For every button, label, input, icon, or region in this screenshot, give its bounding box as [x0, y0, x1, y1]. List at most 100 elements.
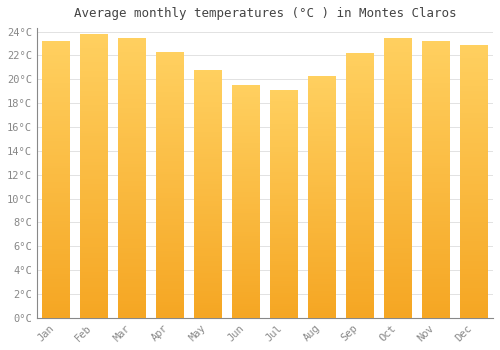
Bar	[194, 293, 222, 295]
Bar	[422, 265, 450, 268]
Bar	[270, 92, 298, 95]
Bar	[308, 76, 336, 78]
Bar	[80, 193, 108, 196]
Bar	[308, 88, 336, 90]
Bar	[422, 213, 450, 216]
Bar	[156, 55, 184, 57]
Bar	[270, 206, 298, 209]
Bar	[118, 141, 146, 144]
Bar	[270, 231, 298, 233]
Bar	[384, 295, 412, 298]
Bar	[232, 225, 260, 227]
Bar	[232, 102, 260, 104]
Bar	[346, 53, 374, 56]
Bar	[118, 301, 146, 304]
Bar	[422, 293, 450, 296]
Bar	[194, 139, 222, 142]
Bar	[422, 121, 450, 124]
Bar	[42, 85, 70, 88]
Bar	[460, 78, 488, 80]
Bar	[308, 95, 336, 98]
Bar	[156, 129, 184, 132]
Bar	[156, 278, 184, 281]
Bar	[308, 202, 336, 204]
Bar	[270, 233, 298, 236]
Bar	[384, 265, 412, 267]
Bar	[118, 237, 146, 239]
Bar	[194, 315, 222, 318]
Bar	[118, 195, 146, 197]
Bar	[156, 97, 184, 100]
Bar	[118, 214, 146, 217]
Bar	[42, 240, 70, 243]
Bar	[42, 97, 70, 99]
Bar	[232, 234, 260, 237]
Bar	[308, 274, 336, 277]
Bar	[80, 227, 108, 230]
Bar	[194, 301, 222, 303]
Bar	[384, 127, 412, 130]
Bar	[270, 250, 298, 252]
Bar	[422, 52, 450, 55]
Bar	[346, 79, 374, 82]
Bar	[42, 41, 70, 44]
Bar	[346, 64, 374, 66]
Bar	[460, 165, 488, 168]
Bar	[232, 223, 260, 225]
Bar	[270, 298, 298, 300]
Bar	[346, 294, 374, 297]
Bar	[384, 133, 412, 136]
Bar	[194, 187, 222, 189]
Bar	[80, 145, 108, 148]
Bar	[118, 251, 146, 253]
Bar	[42, 213, 70, 216]
Bar	[118, 239, 146, 242]
Bar	[194, 174, 222, 176]
Bar	[384, 304, 412, 307]
Bar	[384, 130, 412, 133]
Bar	[422, 296, 450, 299]
Bar	[346, 215, 374, 217]
Bar	[80, 292, 108, 295]
Bar	[346, 109, 374, 111]
Bar	[194, 194, 222, 196]
Bar	[118, 108, 146, 111]
Bar	[346, 85, 374, 88]
Bar	[156, 313, 184, 315]
Bar	[194, 90, 222, 92]
Bar	[308, 100, 336, 103]
Bar	[42, 149, 70, 152]
Bar	[384, 164, 412, 167]
Bar	[346, 254, 374, 257]
Bar	[308, 291, 336, 294]
Bar	[80, 167, 108, 170]
Bar	[156, 304, 184, 307]
Bar	[346, 231, 374, 233]
Bar	[460, 282, 488, 285]
Bar	[194, 199, 222, 201]
Bar	[422, 83, 450, 85]
Bar	[460, 285, 488, 288]
Bar	[42, 144, 70, 146]
Bar	[422, 218, 450, 221]
Bar	[232, 211, 260, 213]
Bar	[232, 213, 260, 216]
Bar	[194, 119, 222, 122]
Bar	[80, 238, 108, 241]
Bar	[156, 92, 184, 94]
Bar	[460, 58, 488, 61]
Bar	[384, 195, 412, 197]
Bar	[460, 89, 488, 91]
Bar	[194, 209, 222, 211]
Bar	[80, 71, 108, 74]
Bar	[384, 122, 412, 125]
Bar	[460, 75, 488, 78]
Bar	[194, 107, 222, 110]
Bar	[194, 253, 222, 256]
Bar	[42, 91, 70, 94]
Bar	[422, 127, 450, 130]
Bar	[346, 204, 374, 206]
Bar	[460, 299, 488, 301]
Bar	[270, 261, 298, 263]
Bar	[80, 270, 108, 272]
